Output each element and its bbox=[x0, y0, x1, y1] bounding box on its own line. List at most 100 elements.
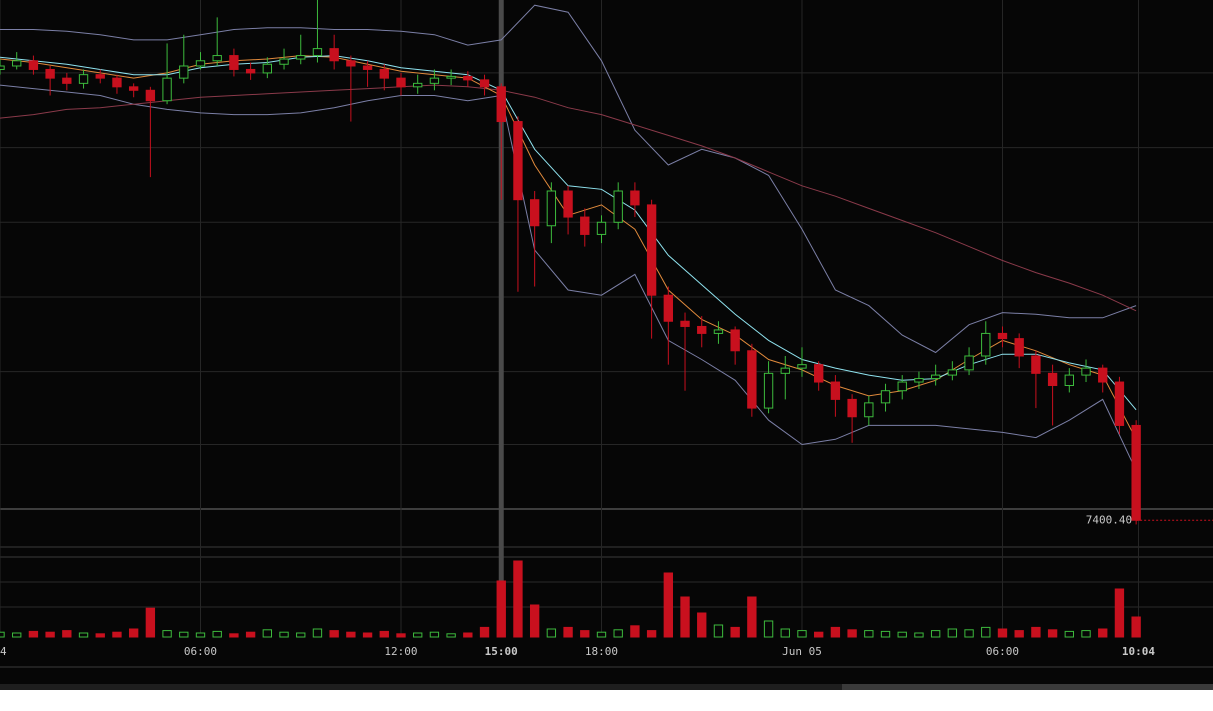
volume-bar bbox=[697, 612, 707, 638]
x-tick-label: 06:00 bbox=[986, 645, 1019, 658]
volume-bar bbox=[429, 631, 440, 638]
volume-bar bbox=[930, 630, 941, 638]
volume-bar bbox=[713, 624, 724, 638]
indicator-line bbox=[0, 55, 1137, 411]
candle-body bbox=[245, 68, 256, 74]
volume-bar bbox=[245, 631, 256, 638]
volume-bar bbox=[997, 628, 1008, 638]
candle-body bbox=[546, 190, 557, 227]
volume-bar bbox=[12, 632, 22, 638]
candle-body bbox=[763, 372, 774, 409]
volume-bar bbox=[496, 580, 506, 638]
volume-bar bbox=[897, 631, 907, 638]
candle-body bbox=[897, 381, 907, 392]
volume-bar bbox=[379, 630, 389, 638]
candle-body bbox=[914, 378, 924, 383]
volume-bar bbox=[1047, 629, 1058, 638]
volume-bar bbox=[880, 630, 891, 638]
volume-bar bbox=[529, 604, 540, 638]
candle-body bbox=[446, 75, 456, 79]
volume-bar bbox=[212, 630, 222, 638]
candle-body bbox=[680, 320, 690, 327]
candle-body bbox=[563, 190, 573, 218]
volume-bar bbox=[797, 630, 807, 638]
candle-body bbox=[463, 75, 473, 81]
candle-body bbox=[1098, 367, 1108, 383]
candle-body bbox=[713, 329, 724, 334]
candle-body bbox=[296, 55, 306, 60]
volume-bar bbox=[730, 626, 740, 638]
indicator-line bbox=[0, 84, 1137, 471]
candle-body bbox=[747, 350, 757, 409]
volume-bar bbox=[262, 629, 273, 638]
volume-bar bbox=[229, 633, 239, 638]
candle-body bbox=[529, 199, 540, 227]
volume-bar bbox=[45, 631, 55, 638]
candle-body bbox=[613, 190, 623, 223]
candle-body bbox=[78, 74, 89, 84]
volume-bar bbox=[1114, 588, 1125, 638]
candle-body bbox=[1014, 338, 1024, 357]
candle-body bbox=[362, 65, 373, 70]
volume-bar bbox=[1131, 616, 1141, 638]
volume-bar bbox=[513, 560, 523, 638]
candle-body bbox=[379, 68, 389, 79]
candle-body bbox=[128, 86, 139, 91]
candle-body bbox=[814, 364, 824, 383]
volume-bar bbox=[95, 633, 105, 638]
candle-body bbox=[1081, 367, 1091, 376]
candle-body bbox=[797, 364, 807, 369]
candle-body bbox=[45, 68, 55, 79]
scrollbar-thumb[interactable] bbox=[842, 684, 1213, 690]
volume-bar bbox=[446, 633, 456, 638]
volume-bar bbox=[596, 631, 607, 638]
volume-bar bbox=[28, 630, 39, 638]
x-tick-label: 10:04 bbox=[1122, 645, 1155, 658]
scrollbar-track[interactable] bbox=[0, 684, 1213, 690]
candle-body bbox=[997, 332, 1008, 340]
last-price-label: 7400.40 bbox=[1086, 513, 1132, 526]
candle-body bbox=[329, 48, 339, 62]
candle-body bbox=[195, 60, 206, 67]
volume-bar bbox=[663, 572, 673, 638]
volume-bar bbox=[814, 631, 824, 638]
volume-bar bbox=[1014, 630, 1024, 638]
volume-bar bbox=[145, 607, 156, 638]
candle-body bbox=[596, 221, 607, 235]
candle-body bbox=[145, 89, 156, 102]
candle-body bbox=[12, 60, 22, 67]
candle-body bbox=[880, 390, 891, 404]
candle-body bbox=[1131, 424, 1141, 521]
volume-bar bbox=[981, 626, 991, 638]
candle-body bbox=[830, 381, 841, 400]
candle-body bbox=[95, 74, 105, 79]
candle-body bbox=[212, 55, 222, 62]
x-tick-label: 18:00 bbox=[585, 645, 618, 658]
volume-bar bbox=[479, 626, 490, 638]
candle-body bbox=[930, 374, 941, 380]
candle-body bbox=[0, 65, 5, 70]
volume-bar bbox=[78, 632, 89, 638]
candle-body bbox=[28, 60, 39, 70]
volume-bar bbox=[947, 628, 958, 638]
candle-body bbox=[964, 355, 974, 371]
grid bbox=[0, 0, 1213, 637]
candle-body bbox=[847, 398, 857, 418]
volume-bar bbox=[413, 632, 423, 638]
volume-bar bbox=[1031, 626, 1041, 638]
volume-bar bbox=[546, 628, 557, 638]
candle-body bbox=[697, 325, 707, 334]
candle-body bbox=[1031, 355, 1041, 374]
candle-body bbox=[1047, 372, 1058, 387]
volume-bar bbox=[680, 596, 690, 638]
volume-bar bbox=[580, 630, 590, 638]
candle-body bbox=[646, 204, 657, 296]
candle-body bbox=[981, 332, 991, 357]
volume-bar bbox=[279, 631, 289, 638]
volume-bar bbox=[312, 628, 323, 638]
volume-bar bbox=[179, 631, 189, 638]
volume-bar bbox=[1098, 628, 1108, 638]
x-tick-label: 06:00 bbox=[184, 645, 217, 658]
